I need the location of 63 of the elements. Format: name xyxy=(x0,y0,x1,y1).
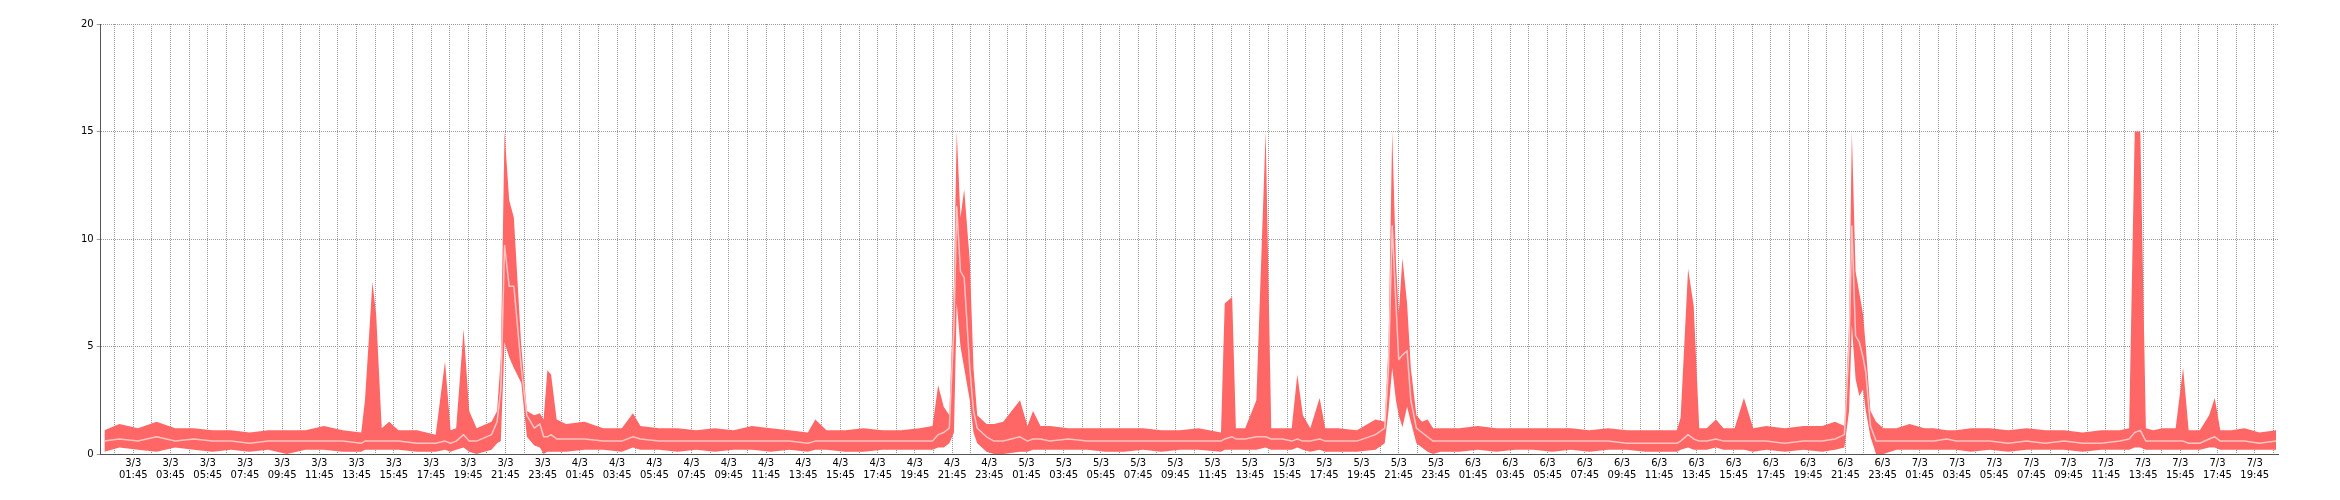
y-tick-label: 15 xyxy=(80,125,94,137)
x-tick-label: 7/3 13:45 xyxy=(2128,456,2158,480)
x-tick-label: 3/3 21:45 xyxy=(491,456,520,480)
x-tick-label: 3/3 05:45 xyxy=(193,456,223,480)
x-tick-label: 4/3 09:45 xyxy=(714,456,744,480)
x-tick-label: 4/3 19:45 xyxy=(900,456,930,480)
x-tick-label: 5/3 03:45 xyxy=(1049,456,1079,480)
x-tick-label: 5/3 07:45 xyxy=(1123,456,1153,480)
x-tick-label: 7/3 17:45 xyxy=(2203,456,2232,480)
x-tick-label: 6/3 09:45 xyxy=(1607,456,1637,480)
x-tick-label: 7/3 07:45 xyxy=(2017,456,2046,480)
x-tick-label: 5/3 17:45 xyxy=(1309,456,1339,480)
x-tick-label: 6/3 23:45 xyxy=(1868,456,1897,480)
x-tick-label: 5/3 23:45 xyxy=(1421,456,1451,480)
x-tick-label: 5/3 09:45 xyxy=(1160,456,1190,480)
x-tick-label: 5/3 11:45 xyxy=(1198,456,1228,480)
x-tick-label: 6/3 17:45 xyxy=(1756,456,1786,480)
x-tick-label: 6/3 01:45 xyxy=(1458,456,1488,480)
x-tick-label: 3/3 09:45 xyxy=(267,456,297,480)
x-tick-label: 6/3 07:45 xyxy=(1570,456,1600,480)
x-tick-label: 6/3 15:45 xyxy=(1719,456,1749,480)
x-tick-label: 7/3 15:45 xyxy=(2165,456,2195,480)
x-tick-label: 3/3 07:45 xyxy=(230,456,260,480)
x-tick-label: 3/3 23:45 xyxy=(528,456,558,480)
x-tick-label: 7/3 03:45 xyxy=(1942,456,1972,480)
x-tick-label: 7/3 09:45 xyxy=(2054,456,2084,480)
x-tick-label: 4/3 07:45 xyxy=(677,456,706,480)
x-tick-label: 6/3 11:45 xyxy=(1644,456,1674,480)
x-tick-label: 4/3 21:45 xyxy=(937,456,967,480)
x-tick-label: 5/3 15:45 xyxy=(1272,456,1302,480)
x-tick-label: 6/3 21:45 xyxy=(1830,456,1860,480)
x-tick-label: 4/3 05:45 xyxy=(639,456,669,480)
x-tick-label: 7/3 05:45 xyxy=(1979,456,2009,480)
x-tick-label: 5/3 05:45 xyxy=(1086,456,1116,480)
x-tick-label: 6/3 13:45 xyxy=(1682,456,1711,480)
x-tick-label: 7/3 11:45 xyxy=(2091,456,2121,480)
x-tick-label: 3/3 03:45 xyxy=(156,456,185,480)
x-tick-label: 6/3 05:45 xyxy=(1533,456,1562,480)
x-tick-label: 5/3 21:45 xyxy=(1384,456,1414,480)
x-tick-label: 5/3 13:45 xyxy=(1235,456,1265,480)
x-tick-label: 3/3 13:45 xyxy=(342,456,372,480)
x-tick-label: 5/3 01:45 xyxy=(1012,456,1041,480)
x-tick-label: 6/3 03:45 xyxy=(1495,456,1525,480)
y-tick-label: 10 xyxy=(80,232,94,244)
x-tick-label: 6/3 19:45 xyxy=(1793,456,1823,480)
x-tick-label: 3/3 01:45 xyxy=(118,456,148,480)
x-tick-label: 4/3 17:45 xyxy=(863,456,893,480)
x-tick-label: 4/3 01:45 xyxy=(565,456,595,480)
x-tick-label: 4/3 03:45 xyxy=(602,456,632,480)
x-tick-label: 3/3 19:45 xyxy=(453,456,483,480)
x-tick-label: 7/3 01:45 xyxy=(1905,456,1935,480)
x-tick-label: 4/3 23:45 xyxy=(974,456,1004,480)
x-tick-label: 4/3 13:45 xyxy=(788,456,818,480)
y-tick-label: 5 xyxy=(87,340,94,352)
x-tick-label: 4/3 15:45 xyxy=(826,456,855,480)
y-tick-label: 0 xyxy=(87,447,94,459)
x-tick-label: 3/3 15:45 xyxy=(379,456,409,480)
x-tick-label: 3/3 17:45 xyxy=(416,456,446,480)
x-tick-label: 7/3 19:45 xyxy=(2240,456,2270,480)
x-tick-label: 4/3 11:45 xyxy=(751,456,781,480)
x-tick-label: 3/3 11:45 xyxy=(304,456,334,480)
x-tick-label: 5/3 19:45 xyxy=(1347,456,1376,480)
y-tick-label: 20 xyxy=(80,17,94,29)
